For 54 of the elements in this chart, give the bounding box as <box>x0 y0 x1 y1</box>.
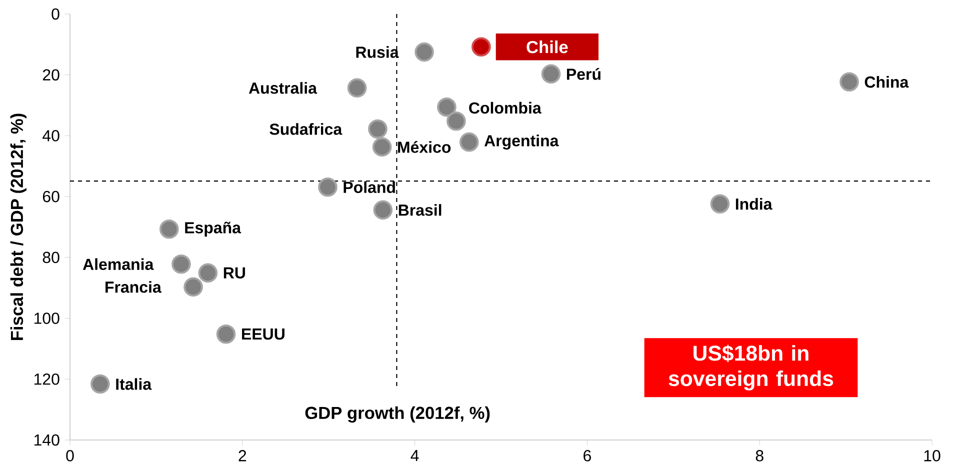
y-tick-label: 120 <box>34 373 60 385</box>
annotation: Australia <box>248 82 318 94</box>
annotation: RU <box>224 267 245 279</box>
annotation: EEUU <box>242 328 284 340</box>
point <box>446 111 466 131</box>
point <box>159 219 179 239</box>
annotation: Brasil <box>398 204 442 216</box>
y-tick-label: 80 <box>42 252 60 264</box>
annotation: Poland <box>344 181 395 194</box>
y-tick-label: 40 <box>42 130 60 142</box>
point <box>373 200 393 220</box>
x-tick-label: 0 <box>66 450 74 462</box>
point <box>368 119 388 139</box>
point <box>184 277 203 297</box>
x-tick-label: 6 <box>584 450 591 462</box>
point <box>437 97 456 117</box>
annotation: Chile <box>526 40 568 54</box>
point <box>90 374 110 394</box>
point <box>347 78 367 98</box>
point <box>372 137 392 157</box>
x-tick-label: 4 <box>410 450 419 462</box>
y-tick-label: 20 <box>42 69 60 81</box>
point <box>541 64 561 84</box>
annotation: México <box>398 141 451 153</box>
annotation: India <box>736 198 772 210</box>
annotation: Rusia <box>356 46 399 58</box>
point <box>459 132 479 152</box>
annotation: US$18bn in sovereign funds <box>668 344 834 390</box>
x-axis-title: GDP growth (2012f, %) <box>305 406 490 423</box>
annotation: Argentina <box>484 134 559 150</box>
annotation: España <box>185 222 242 237</box>
annotation: Perú <box>567 68 600 80</box>
annotation: China <box>864 76 909 88</box>
point <box>198 263 218 283</box>
y-axis-title: Fiscal debt / GDP (2012f, %) <box>10 114 26 340</box>
y-tick-label: 140 <box>34 434 60 446</box>
x-tick-label: 10 <box>924 450 940 462</box>
y-tick-label: 0 <box>52 8 60 20</box>
point <box>414 42 434 62</box>
y-tick-label: 100 <box>34 312 60 324</box>
annotation: Italia <box>116 378 152 390</box>
y-tick-label: 60 <box>42 190 60 202</box>
point <box>710 194 730 214</box>
point <box>318 177 338 197</box>
annotation: Colombia <box>469 102 542 114</box>
annotation: Francia <box>106 281 162 293</box>
annotation: Alemania <box>82 258 154 270</box>
x-tick-label: 2 <box>238 450 246 462</box>
x-tick-label: 8 <box>756 450 764 462</box>
point <box>216 324 236 344</box>
point <box>840 72 859 92</box>
point <box>172 254 191 274</box>
point <box>472 37 491 57</box>
annotation: Sudafrica <box>270 123 342 135</box>
